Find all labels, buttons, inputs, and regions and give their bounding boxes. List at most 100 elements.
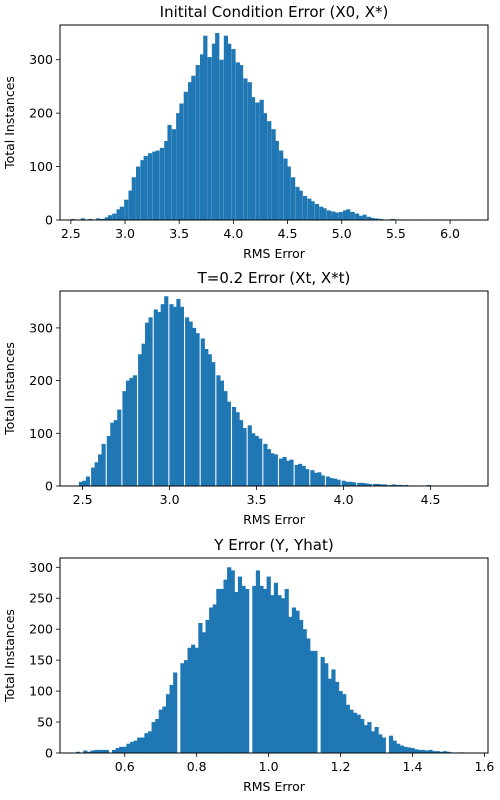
bar — [298, 463, 303, 486]
bar — [238, 420, 244, 486]
bar — [283, 158, 288, 220]
x-tick-label: 0.6 — [115, 759, 135, 774]
bar — [274, 140, 279, 220]
bar — [90, 750, 95, 753]
bar — [370, 731, 376, 753]
bar — [147, 153, 153, 220]
bar — [378, 218, 383, 220]
bar — [143, 155, 148, 220]
bar — [152, 151, 157, 220]
bar — [338, 691, 343, 753]
bar — [122, 391, 127, 486]
bar — [86, 751, 91, 753]
bar — [165, 694, 171, 753]
bar — [216, 375, 221, 486]
chart-title: T=0.2 Error (Xt, X*t) — [197, 269, 351, 287]
bar — [71, 218, 76, 220]
bar — [97, 749, 102, 753]
y-tick-label: 250 — [29, 591, 53, 606]
x-tick-label: 3.0 — [115, 226, 135, 241]
bar — [263, 588, 268, 753]
bar — [309, 650, 314, 753]
bar — [363, 725, 368, 753]
bar — [379, 484, 385, 486]
bar — [164, 296, 169, 486]
bar — [302, 195, 308, 220]
bar — [140, 737, 145, 753]
bar — [288, 616, 293, 753]
bar — [159, 147, 165, 220]
bar — [285, 460, 291, 486]
bar — [270, 595, 275, 753]
bar — [234, 592, 239, 753]
bar — [119, 206, 124, 220]
bar — [370, 217, 375, 220]
bar — [295, 610, 300, 753]
chart-2: 2.5 3.0 3.5 4.0 4.5 0 100 200 300 T=0.2 Error (Xt… — [2, 269, 489, 527]
x-tick-label: 3.5 — [247, 492, 267, 507]
bar — [209, 607, 214, 753]
bar — [141, 343, 146, 486]
bar — [432, 751, 437, 753]
bar — [137, 737, 142, 753]
bar — [113, 420, 118, 486]
bar — [155, 150, 160, 220]
bar — [354, 213, 360, 220]
bar — [320, 657, 325, 753]
bar — [219, 380, 225, 486]
bar — [345, 481, 350, 486]
chart-1: 2.5 3.0 3.5 4.0 4.5 5.0 5.5 6.0 0 100 200 300 Initit… — [2, 3, 489, 261]
bar — [366, 216, 372, 220]
bar — [360, 718, 365, 753]
bar — [306, 638, 311, 753]
bar — [381, 737, 386, 753]
bar — [211, 362, 216, 486]
x-tick-label: 5.5 — [386, 226, 406, 241]
bar — [406, 747, 412, 753]
bar — [101, 443, 106, 486]
bar — [378, 734, 383, 753]
bar — [192, 327, 197, 486]
bar — [258, 438, 263, 486]
bar — [232, 406, 237, 486]
bar — [212, 604, 217, 753]
bar — [207, 354, 212, 486]
bar — [227, 567, 232, 753]
bar — [346, 209, 351, 220]
bar — [270, 453, 275, 486]
bar — [259, 99, 264, 220]
bar — [82, 480, 87, 486]
bar — [129, 741, 135, 753]
bar — [169, 304, 174, 486]
bar — [219, 588, 225, 753]
bar — [289, 459, 294, 486]
bar — [399, 745, 404, 753]
bar — [195, 333, 200, 486]
bar — [360, 482, 365, 486]
y-tick-label: 0 — [45, 213, 53, 228]
bar — [195, 65, 200, 220]
bar — [180, 663, 185, 753]
bar — [83, 750, 88, 753]
bar — [352, 712, 358, 753]
bar — [241, 585, 246, 753]
bar — [247, 425, 252, 486]
bar — [252, 585, 257, 753]
bar — [255, 570, 261, 753]
bar — [223, 579, 228, 753]
bar — [322, 208, 327, 220]
bar — [204, 348, 209, 486]
bar — [255, 102, 260, 220]
x-tick-label: 4.5 — [278, 226, 298, 241]
bar — [376, 483, 381, 486]
x-tick-label: 5.0 — [332, 226, 352, 241]
bar — [95, 218, 101, 220]
bar — [324, 663, 329, 753]
bar — [298, 190, 303, 220]
bar — [199, 54, 205, 220]
bar — [200, 338, 205, 486]
bar — [282, 457, 287, 486]
bar — [266, 576, 271, 753]
bar — [286, 166, 291, 220]
bar — [243, 78, 248, 220]
